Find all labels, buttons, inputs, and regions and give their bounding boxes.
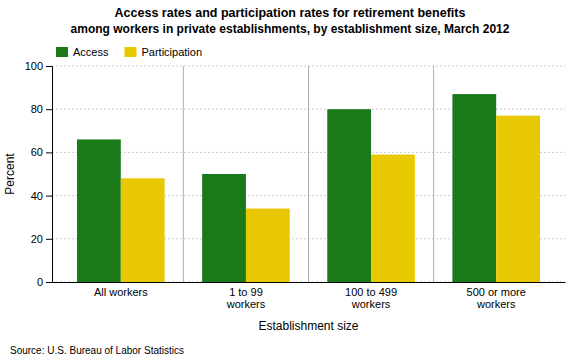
source: Source: U.S. Bureau of Labor Statistics <box>10 345 184 356</box>
series <box>77 94 496 282</box>
group-divider <box>433 66 434 282</box>
bars <box>77 94 540 282</box>
y-tick-label: 100 <box>25 60 43 72</box>
legend-swatch <box>124 47 136 57</box>
x-tick-label: All workers <box>94 286 148 298</box>
grid <box>52 66 565 282</box>
y-tick-label: 0 <box>37 276 43 288</box>
x-tick: 100 to 499workers <box>345 282 397 310</box>
bar <box>246 209 290 282</box>
y-tick: 60 <box>31 146 52 158</box>
x-tick: 500 or moreworkers <box>467 282 526 310</box>
group-dividers <box>183 66 433 282</box>
x-axis-title: Establishment size <box>258 319 358 333</box>
y-axis: 0 20 40 60 80 100 <box>25 60 53 288</box>
bar <box>327 109 371 282</box>
x-axis-line <box>53 282 566 283</box>
y-tick: 20 <box>31 233 52 245</box>
y-tick: 40 <box>31 190 52 202</box>
y-tick-mark <box>46 66 52 67</box>
x-tick-label: 500 or moreworkers <box>467 286 526 311</box>
y-tick-mark <box>46 282 52 283</box>
plot: 0 20 40 60 80 100 All workers 1 to 99workers 100… <box>25 60 566 310</box>
y-tick-mark <box>46 152 52 153</box>
x-tick: All workers <box>94 282 148 298</box>
legend-item: Participation <box>124 46 202 58</box>
bar <box>496 116 540 282</box>
y-tick-mark <box>46 109 52 110</box>
legend-item: Access <box>56 46 109 58</box>
group-divider <box>308 66 309 282</box>
subtitle: among workers in private establishments,… <box>71 22 510 36</box>
y-tick: 0 <box>37 276 52 288</box>
y-tick-label: 60 <box>31 146 43 158</box>
y-axis-title: Percent <box>3 153 17 195</box>
y-tick: 80 <box>31 103 52 115</box>
x-tick: 1 to 99workers <box>226 282 266 310</box>
legend-label: Participation <box>141 46 202 58</box>
bar <box>77 139 121 282</box>
bar <box>202 174 246 282</box>
y-tick-label: 80 <box>31 103 43 115</box>
chart: Access rates and participation rates for… <box>0 0 580 360</box>
y-tick-label: 40 <box>31 190 43 202</box>
bar <box>121 178 165 282</box>
legend: Access Participation <box>56 46 202 58</box>
legend-label: Access <box>73 46 109 58</box>
bar <box>452 94 496 282</box>
y-tick-mark <box>46 196 52 197</box>
x-tick-label: 1 to 99workers <box>226 286 266 311</box>
series <box>121 116 540 282</box>
bar <box>371 155 415 282</box>
group-divider <box>183 66 184 282</box>
x-axis: All workers 1 to 99workers 100 to 499worke… <box>53 282 566 310</box>
title: Access rates and participation rates for… <box>115 6 466 20</box>
y-axis-line <box>46 67 53 283</box>
y-tick-mark <box>46 239 52 240</box>
legend-swatch <box>56 47 68 57</box>
x-tick-label: 100 to 499workers <box>345 286 397 311</box>
y-tick: 100 <box>25 60 52 72</box>
y-tick-label: 20 <box>31 233 43 245</box>
